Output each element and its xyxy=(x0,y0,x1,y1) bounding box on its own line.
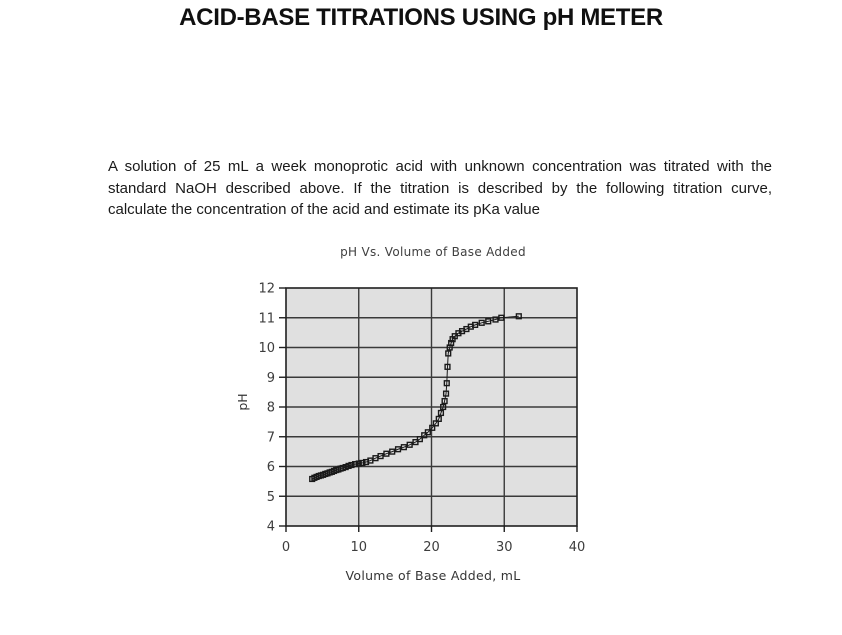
svg-text:6: 6 xyxy=(267,460,275,475)
problem-statement: A solution of 25 mL a week monoprotic ac… xyxy=(108,156,772,221)
y-tick-labels: 4 5 6 7 8 9 10 11 12 xyxy=(258,282,275,535)
svg-text:9: 9 xyxy=(267,371,275,386)
problem-line: standard NaOH described above. If the ti… xyxy=(108,179,772,197)
page-title: ACID-BASE TITRATIONS USING pH METER xyxy=(179,4,663,31)
svg-text:40: 40 xyxy=(569,540,586,555)
problem-line: A solution of 25 mL a week monoprotic ac… xyxy=(108,158,772,175)
x-axis-title: Volume of Base Added, mL xyxy=(345,568,521,583)
svg-text:20: 20 xyxy=(423,540,440,555)
svg-text:7: 7 xyxy=(267,430,275,445)
problem-line: calculate the concentration of the acid … xyxy=(108,201,540,218)
svg-text:10: 10 xyxy=(258,341,275,356)
chart-title: pH Vs. Volume of Base Added xyxy=(340,245,526,259)
chart-points xyxy=(309,313,522,483)
chart-tick-marks xyxy=(279,287,578,532)
svg-text:4: 4 xyxy=(267,520,275,535)
svg-text:10: 10 xyxy=(350,540,367,555)
svg-text:8: 8 xyxy=(267,401,275,416)
chart-gridlines xyxy=(286,288,577,526)
svg-text:30: 30 xyxy=(496,540,513,555)
svg-text:0: 0 xyxy=(282,540,290,555)
x-tick-labels: 0 10 20 30 40 xyxy=(282,540,585,555)
y-axis-title: pH xyxy=(235,393,250,411)
titration-chart-svg: 4 5 6 7 8 9 10 11 12 0 10 20 30 40 xyxy=(258,282,585,556)
svg-text:5: 5 xyxy=(267,490,275,505)
svg-text:11: 11 xyxy=(258,311,275,326)
svg-text:12: 12 xyxy=(258,282,275,297)
